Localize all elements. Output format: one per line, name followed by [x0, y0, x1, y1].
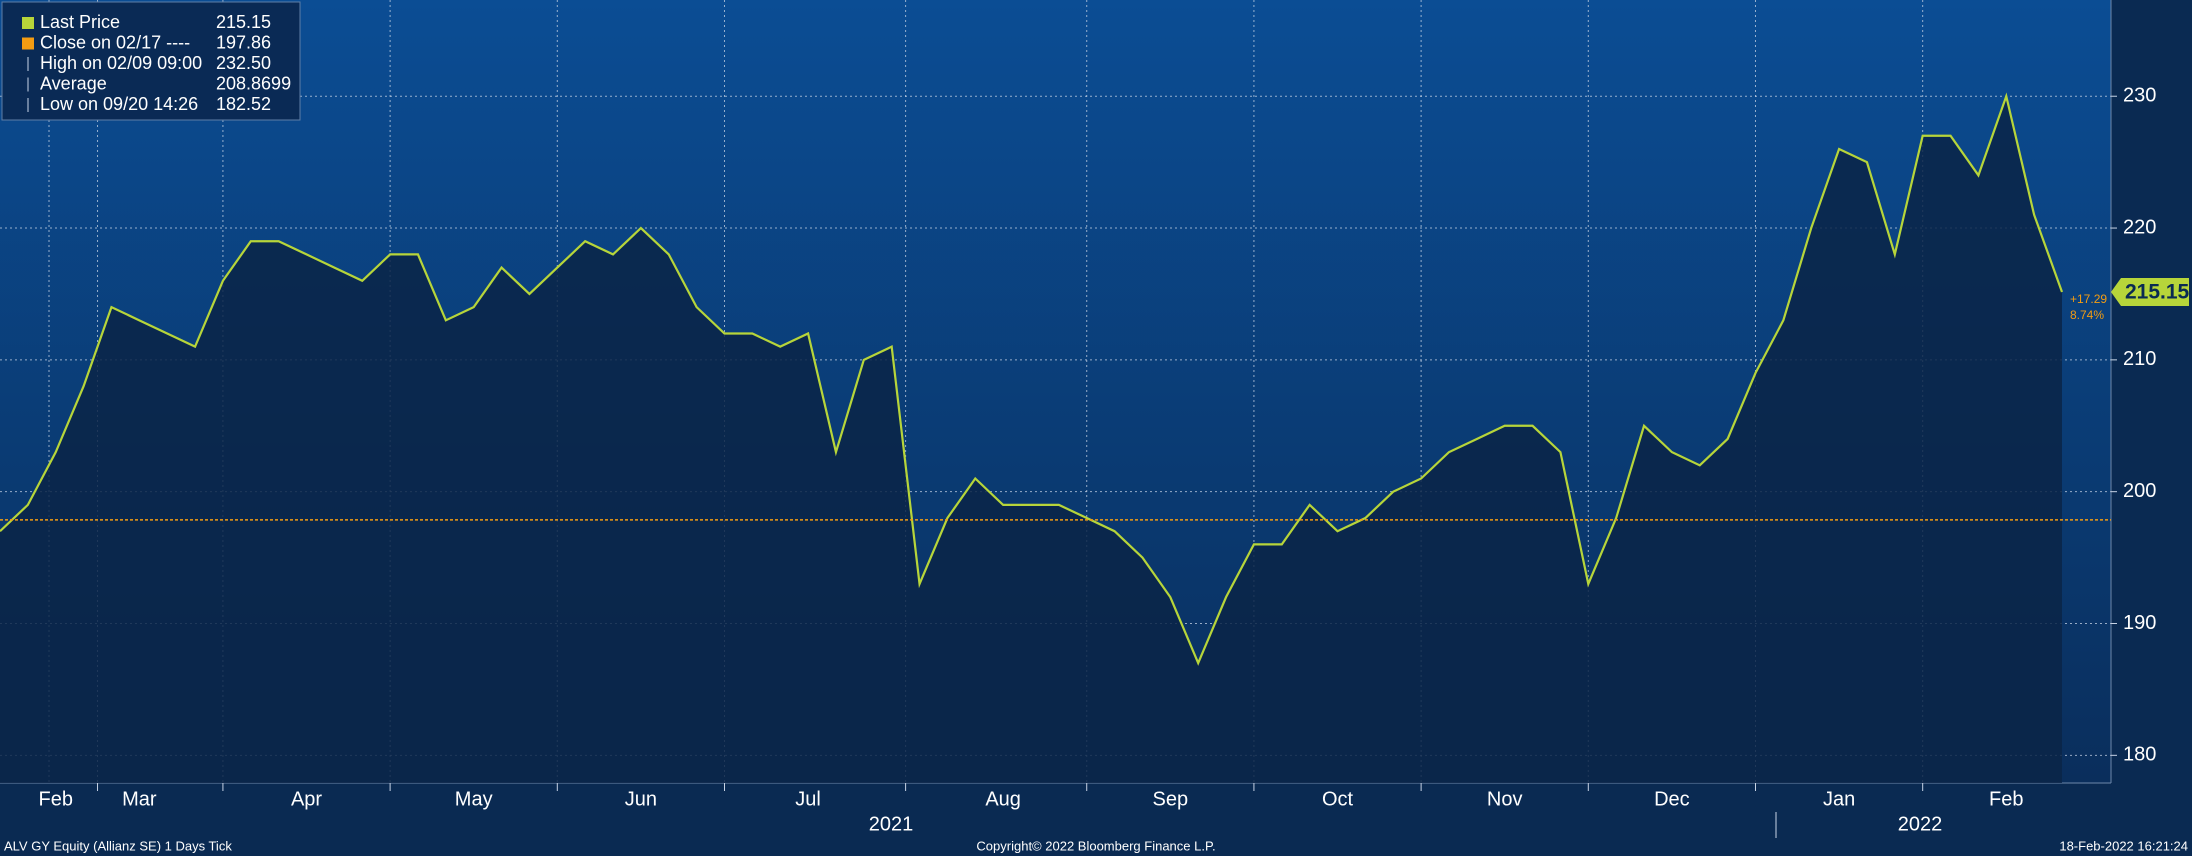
x-tick-label: Mar [122, 788, 157, 810]
x-tick-label: Nov [1487, 788, 1523, 810]
legend-box [1, 1, 301, 121]
legend-label: Last Price [40, 12, 120, 32]
legend-label: Close on 02/17 ---- [40, 32, 190, 52]
legend-label: High on 02/09 09:00 [40, 53, 202, 73]
footer-center: Copyright© 2022 Bloomberg Finance L.P. [976, 838, 1215, 853]
x-tick-label: Feb [1989, 788, 2023, 810]
legend-value: 197.86 [216, 32, 271, 52]
x-tick-label: Aug [985, 788, 1021, 810]
x-tick-label: Jan [1823, 788, 1855, 810]
legend-swatch [22, 17, 34, 29]
last-price-label: 215.15 [2125, 281, 2190, 304]
y-tick-label: 210 [2123, 348, 2156, 370]
x-tick-label: Oct [1322, 788, 1354, 810]
legend-value: 215.15 [216, 12, 271, 32]
legend-label: Average [40, 73, 107, 93]
last-price-tag [2111, 277, 2189, 306]
legend-value: 208.8699 [216, 73, 291, 93]
x-tick-label: Sep [1153, 788, 1189, 810]
legend-value: 182.52 [216, 94, 271, 114]
plot: 180 190 200 210 220 230 Feb Mar Apr May Jun Jul Aug S… [0, 0, 2190, 838]
x-tick-label: Feb [38, 788, 72, 810]
year-label: 2022 [1898, 813, 1943, 835]
x-tick-label: May [455, 788, 493, 810]
footer-left: ALV GY Equity (Allianz SE) 1 Days Tick [4, 838, 232, 853]
y-tick-label: 230 [2123, 85, 2156, 107]
y-tick-label: 190 [2123, 612, 2156, 634]
x-tick-label: Dec [1654, 788, 1690, 810]
x-tick-label: Apr [291, 788, 322, 810]
area [0, 96, 2062, 783]
x-tick-label: Jun [625, 788, 657, 810]
change-label: 8.74% [2070, 308, 2104, 322]
y-tick-label: 200 [2123, 480, 2156, 502]
legend-value: 232.50 [216, 53, 271, 73]
year-label: 2021 [869, 813, 914, 835]
legend-swatch [22, 37, 34, 50]
y-tick-label: 180 [2123, 744, 2156, 766]
legend: Last Price 215.15 Close on 02/17 ---- 197.8… [1, 1, 301, 121]
price-line [0, 92, 2064, 666]
y-tick-label: 220 [2123, 216, 2156, 238]
change-label: +17.29 [2070, 292, 2107, 306]
footer-right: 18-Feb-2022 16:21:24 [2059, 838, 2188, 853]
x-tick-label: Jul [795, 788, 821, 810]
legend-label: Low on 09/20 14:26 [40, 94, 198, 114]
